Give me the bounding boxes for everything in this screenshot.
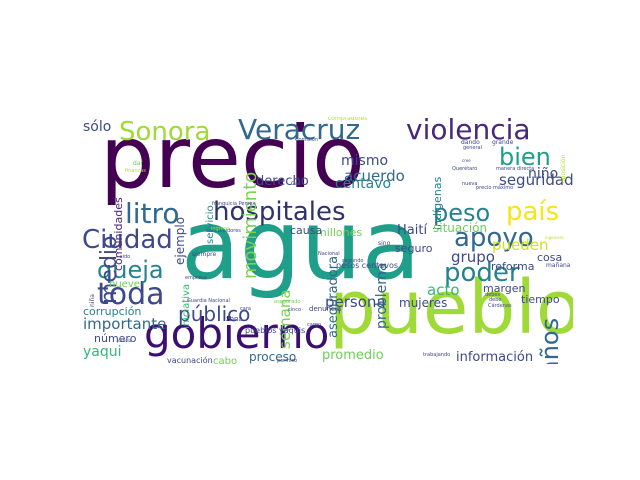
word: Haití bbox=[397, 223, 428, 238]
word: Ciudad bbox=[82, 225, 173, 255]
word: violencia bbox=[406, 117, 531, 146]
word: acto bbox=[427, 281, 460, 299]
word: queja bbox=[97, 256, 164, 284]
word: compradores bbox=[328, 117, 368, 122]
word: Querétaro bbox=[452, 166, 478, 172]
word: acuerdo bbox=[344, 167, 405, 185]
word: Sonora bbox=[119, 117, 211, 147]
word: poder bbox=[444, 258, 520, 288]
word: litro bbox=[125, 197, 180, 230]
word: niña bbox=[89, 294, 96, 307]
word: niño bbox=[528, 166, 559, 182]
word: dar bbox=[133, 160, 143, 167]
word: seguro bbox=[395, 242, 433, 255]
word: centavo bbox=[335, 176, 392, 192]
word: pesos centavos bbox=[336, 261, 398, 270]
word: siempre bbox=[192, 251, 217, 258]
word: precio bbox=[100, 117, 365, 208]
word: bien bbox=[499, 143, 551, 171]
word: cargo bbox=[307, 322, 322, 328]
word: empresa bbox=[185, 275, 207, 281]
word: sólo bbox=[83, 119, 112, 135]
word: cabo bbox=[213, 356, 238, 365]
word: derecho bbox=[256, 174, 309, 189]
word: años bbox=[536, 317, 564, 364]
word: causa bbox=[290, 224, 323, 237]
word: nueva bbox=[462, 181, 478, 187]
word: cosa bbox=[537, 251, 563, 264]
word: debes bbox=[485, 292, 501, 298]
word: peso bbox=[433, 199, 491, 227]
word: precio máximo bbox=[476, 185, 514, 191]
word: cree bbox=[462, 158, 471, 163]
word: grande bbox=[492, 139, 514, 146]
word-cloud: agua precio pueblo gobierno violencia Veracru… bbox=[81, 117, 573, 364]
word: franquicia Pemex bbox=[212, 201, 256, 207]
word: Veracruz bbox=[238, 117, 361, 146]
word: persona bbox=[325, 293, 386, 311]
word: reforma bbox=[491, 260, 535, 273]
word: finanzas bbox=[125, 168, 146, 174]
word: agua bbox=[181, 189, 421, 301]
word: vacunación bbox=[167, 356, 213, 365]
word: justicia bbox=[117, 338, 132, 343]
word: mujeres bbox=[399, 296, 448, 310]
word: denuncia bbox=[309, 305, 342, 313]
word: Cárdenas bbox=[488, 303, 512, 309]
word: Guardia Nacional bbox=[187, 298, 230, 304]
word: información bbox=[456, 350, 534, 364]
word: tiempo bbox=[521, 293, 560, 306]
word: millones bbox=[316, 226, 363, 239]
word: Nacional bbox=[318, 251, 340, 257]
word: ingreso bbox=[211, 226, 230, 232]
word: dando bbox=[461, 139, 480, 146]
word: público bbox=[178, 302, 251, 326]
word: cinco bbox=[288, 307, 302, 313]
word: iniciativa bbox=[181, 283, 192, 329]
word: manera directa bbox=[496, 166, 535, 172]
word: país bbox=[506, 197, 560, 227]
word: segundo bbox=[342, 258, 364, 264]
word: mismo bbox=[341, 153, 389, 169]
word: Gas bbox=[291, 181, 301, 187]
word: debe bbox=[489, 297, 502, 303]
word: corrupción bbox=[83, 305, 142, 318]
word: yaqui bbox=[83, 344, 122, 360]
word: permiso bbox=[277, 358, 298, 364]
word: número bbox=[94, 332, 137, 345]
word: proceso bbox=[249, 350, 297, 364]
word: gobierno bbox=[144, 309, 330, 358]
word: hospitales bbox=[213, 197, 346, 227]
word: toda bbox=[97, 277, 165, 312]
word: ingeniero bbox=[545, 235, 564, 240]
word: general bbox=[463, 145, 483, 151]
word: servicio bbox=[205, 205, 216, 244]
word: consumidores bbox=[206, 228, 241, 234]
word: problema bbox=[374, 262, 390, 329]
word: seguridad bbox=[499, 171, 573, 189]
word: mañana bbox=[546, 262, 571, 269]
word: nueve bbox=[109, 279, 140, 290]
word: asegurado bbox=[274, 299, 301, 305]
word: oposición bbox=[560, 154, 567, 183]
word: zona bbox=[226, 315, 243, 323]
word: grupo bbox=[451, 248, 495, 266]
word: margen bbox=[483, 282, 526, 295]
word: situación bbox=[433, 221, 488, 235]
word: Comisión bbox=[295, 137, 319, 143]
word: cara bbox=[240, 306, 251, 312]
word: promedio bbox=[322, 348, 384, 363]
word: pueblo bbox=[329, 265, 573, 351]
word: trabajando bbox=[423, 352, 451, 358]
word: ejemplo bbox=[173, 216, 187, 265]
word: pueden bbox=[492, 236, 549, 254]
word: importante bbox=[83, 315, 167, 333]
word: sido bbox=[120, 254, 131, 260]
word: sino bbox=[378, 240, 391, 247]
word: apoyo bbox=[454, 223, 534, 253]
word: pueblos yaquis bbox=[245, 326, 306, 335]
